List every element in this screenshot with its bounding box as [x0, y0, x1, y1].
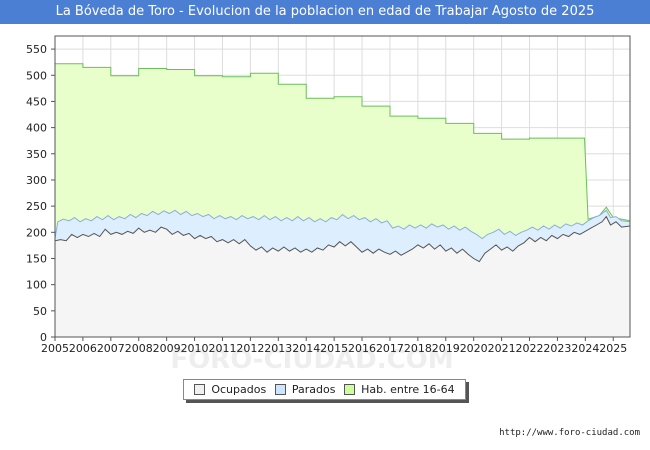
x-tick-label: 2020 — [460, 342, 488, 355]
y-tick-label: 0 — [40, 331, 47, 344]
source-url: http://www.foro-ciudad.com — [499, 428, 640, 438]
series-areas — [54, 63, 631, 337]
x-tick-label: 2010 — [181, 342, 209, 355]
x-tick-label: 2008 — [125, 342, 153, 355]
area-ocupados — [55, 216, 630, 337]
x-tick-label: 2013 — [264, 342, 292, 355]
legend-swatch-hab — [344, 384, 356, 395]
legend: Ocupados Parados Hab. entre 16-64 — [183, 379, 466, 400]
x-tick-label: 2005 — [41, 342, 69, 355]
legend-item-parados: Parados — [274, 383, 336, 396]
y-tick-label: 200 — [26, 226, 47, 239]
y-tick-label: 300 — [26, 174, 47, 187]
y-tick-label: 450 — [26, 95, 47, 108]
line-ocupados — [54, 215, 631, 263]
x-tick-label: 2024 — [571, 342, 599, 355]
x-tick-label: 2014 — [292, 342, 320, 355]
y-tick-label: 400 — [26, 122, 47, 135]
legend-label-ocupados: Ocupados — [211, 383, 267, 396]
line-hab-entre-16-64 — [55, 63, 631, 222]
y-tick-label: 250 — [26, 200, 47, 213]
legend-label-parados: Parados — [291, 383, 336, 396]
y-tick-label: 500 — [26, 69, 47, 82]
y-tick-label: 50 — [33, 305, 47, 318]
x-tick-label: 2025 — [599, 342, 627, 355]
watermark-text: FORO-CIUDAD.COM — [170, 345, 453, 375]
plot-frame — [54, 35, 631, 338]
x-tick-label: 2015 — [320, 342, 348, 355]
x-tick-label: 2023 — [543, 342, 571, 355]
y-tick-label: 100 — [26, 279, 47, 292]
x-tick-label: 2009 — [153, 342, 181, 355]
x-tick-label: 2016 — [348, 342, 376, 355]
x-tick-label: 2018 — [404, 342, 432, 355]
x-tick-label: 2017 — [376, 342, 404, 355]
legend-swatch-ocupados — [194, 384, 206, 395]
x-tick-label: 2019 — [432, 342, 460, 355]
x-tick-label: 2012 — [236, 342, 264, 355]
legend-label-hab: Hab. entre 16-64 — [361, 383, 455, 396]
y-axis-ticks: 0 50 100 150 200 250 300 350 400 450 500 550 — [26, 43, 55, 344]
y-tick-label: 150 — [26, 252, 47, 265]
y-tick-label: 350 — [26, 148, 47, 161]
watermark: FORO-CIUDAD.COM — [170, 345, 453, 375]
x-tick-label: 2006 — [69, 342, 97, 355]
x-tick-label: 2022 — [516, 342, 544, 355]
plot-border — [54, 35, 631, 338]
line-parados — [54, 209, 631, 240]
legend-item-hab: Hab. entre 16-64 — [344, 383, 455, 396]
x-tick-label: 2007 — [97, 342, 125, 355]
y-tick-label: 550 — [26, 43, 47, 56]
x-tick-label: 2011 — [208, 342, 236, 355]
chart-title: La Bóveda de Toro - Evolucion de la pobl… — [0, 0, 650, 24]
x-tick-label: 2021 — [488, 342, 516, 355]
x-axis-ticks: 2005 2006 2007 2008 2009 2010 2011 2012 2013 2014… — [41, 337, 627, 355]
legend-item-ocupados: Ocupados — [194, 383, 266, 396]
legend-swatch-parados — [274, 384, 286, 395]
